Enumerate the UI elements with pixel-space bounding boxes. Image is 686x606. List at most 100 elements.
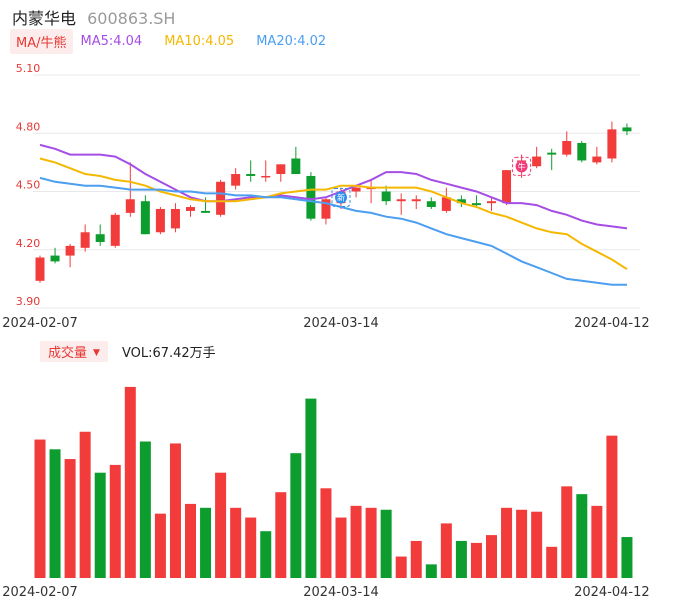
volume-bar [486, 535, 497, 578]
candle-body [110, 214, 120, 246]
volume-bar [34, 439, 46, 578]
candle-body [441, 197, 451, 211]
price-tick-label: 4.80 [16, 120, 41, 133]
ma10-legend: MA10:4.05 [164, 33, 235, 49]
candle-body [65, 245, 75, 256]
signal-marker-label: 牛 [518, 161, 526, 171]
candle-body [231, 174, 241, 186]
chevron-down-icon: ▼ [93, 347, 100, 358]
candle-body [125, 199, 135, 213]
signal-marker-dot [515, 160, 528, 173]
candle-body [246, 174, 256, 176]
volume-bar [169, 443, 181, 578]
candle-body [201, 210, 211, 213]
signal-marker-icon: 新 [331, 188, 351, 207]
volume-bar [215, 472, 227, 578]
candle-body [95, 234, 105, 242]
candle-body [306, 175, 316, 219]
volume-bar [139, 441, 151, 578]
candle-body [140, 201, 150, 235]
volume-bar [275, 492, 287, 578]
volume-bar [320, 488, 332, 578]
ma-legend: MA/牛熊 MA5:4.04 MA10:4.05 MA20:4.02 [10, 28, 348, 54]
candle-body [577, 142, 587, 161]
candle-body [261, 175, 271, 178]
volume-bar [380, 509, 392, 578]
candle-body [80, 232, 90, 248]
price-tick-label: 4.20 [16, 237, 41, 250]
signal-marker-icon: 牛 [512, 156, 532, 176]
volume-legend: 成交量 ▼ VOL:67.42万手 [40, 340, 216, 362]
stock-code: 600863.SH [87, 9, 176, 28]
candle-body [592, 156, 602, 163]
volume-bar [365, 507, 377, 578]
volume-bar [79, 431, 91, 578]
candle-body [532, 156, 542, 167]
candle-body [396, 199, 406, 202]
candle-body [276, 164, 286, 175]
volume-bar [350, 505, 362, 578]
candle-body [607, 129, 617, 159]
volume-date-label: 2024-03-14 [303, 585, 379, 600]
volume-bar [410, 540, 422, 578]
volume-bar [455, 540, 467, 578]
volume-bar [64, 459, 76, 578]
volume-bar [440, 523, 452, 578]
stock-name: 内蒙华电 [12, 9, 77, 28]
candle-body [456, 199, 466, 204]
ma-selector-tag[interactable]: MA/牛熊 [10, 28, 73, 54]
candle-body [50, 255, 60, 262]
volume-date-label: 2024-04-12 [574, 585, 650, 600]
ma5-legend: MA5:4.04 [80, 33, 143, 49]
volume-date-label: 2024-02-07 [2, 585, 78, 600]
volume-bar [200, 507, 212, 578]
ma20-legend: MA20:4.02 [256, 33, 327, 49]
volume-bar [185, 503, 196, 578]
volume-bar [425, 564, 437, 578]
candle-body [487, 201, 496, 204]
volume-bar [606, 435, 618, 578]
candle-body [155, 208, 165, 233]
candle-body [291, 158, 301, 175]
candle-body [321, 199, 331, 219]
candle-body [471, 203, 481, 206]
volume-bar [260, 531, 272, 578]
candle-body [186, 207, 195, 211]
ma10-line [39, 157, 628, 271]
candle-body [170, 208, 180, 229]
volume-bar [470, 542, 482, 578]
price-date-label: 2024-04-12 [574, 316, 650, 331]
volume-bar [290, 453, 302, 578]
volume-bar [546, 546, 558, 578]
volume-bar [395, 556, 407, 578]
volume-tag-label: 成交量 [48, 345, 88, 361]
candle-body [562, 141, 572, 155]
signal-marker-dot [335, 191, 347, 204]
volume-bar [230, 507, 242, 578]
volume-bar [154, 513, 166, 578]
volume-bar [305, 398, 317, 578]
price-tick-label: 4.50 [16, 179, 41, 192]
volume-bar [621, 537, 633, 578]
volume-bar [49, 449, 61, 578]
candle-body [502, 170, 512, 204]
volume-bar [335, 517, 347, 578]
price-tick-label: 5.10 [16, 62, 41, 75]
candle-body [216, 181, 226, 215]
price-tick-label: 3.90 [16, 295, 41, 308]
ma5-line [39, 143, 628, 230]
volume-bar [561, 486, 573, 578]
volume-bar [124, 386, 136, 578]
price-date-label: 2024-02-07 [2, 316, 78, 331]
signal-marker-frame [331, 188, 351, 207]
volume-bar [576, 494, 588, 578]
candle-body [622, 127, 632, 132]
stock-header: 内蒙华电 600863.SH [12, 5, 175, 29]
volume-bar [109, 464, 121, 578]
price-date-label: 2024-03-14 [303, 316, 379, 331]
volume-bar [516, 509, 528, 578]
signal-marker-label: 新 [337, 193, 345, 203]
volume-selector-tag[interactable]: 成交量 ▼ [40, 340, 108, 362]
volume-bar [501, 507, 513, 578]
